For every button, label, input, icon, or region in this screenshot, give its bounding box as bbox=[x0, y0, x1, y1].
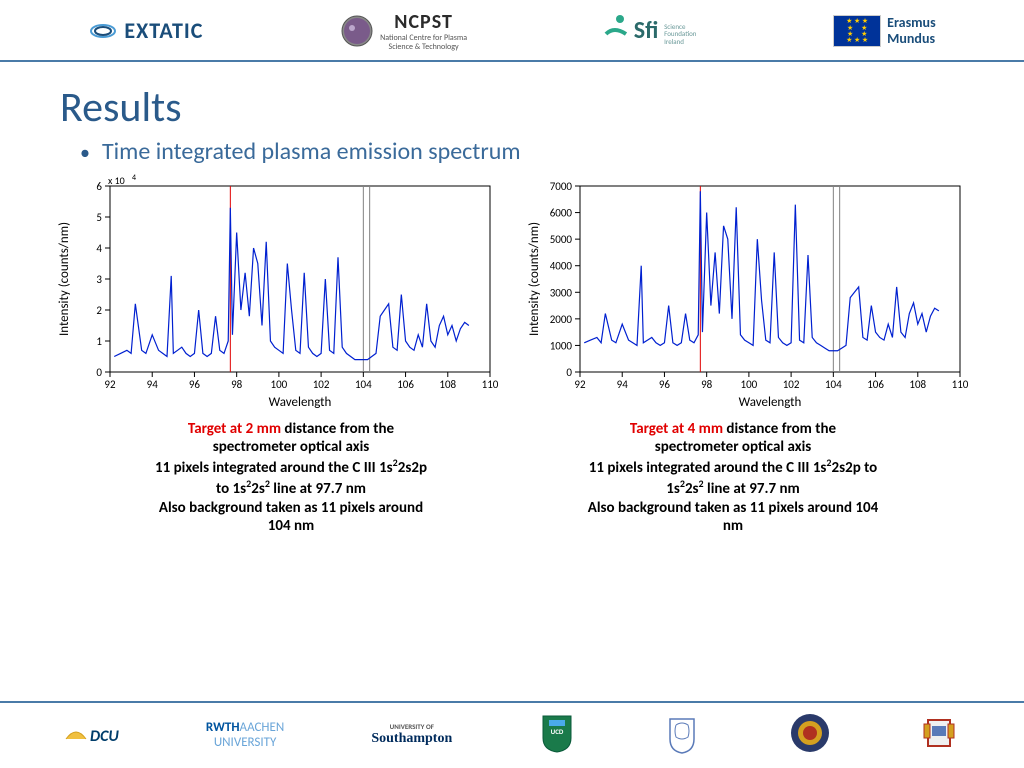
sfi-logo: Sfi Science Foundation Ireland bbox=[604, 14, 697, 48]
slide-subtitle: Time integrated plasma emission spectrum bbox=[102, 137, 521, 166]
svg-text:3: 3 bbox=[96, 273, 102, 286]
header-logo-bar: EXTATIC NCPST National Centre for Plasma… bbox=[0, 0, 1024, 62]
chart-right-svg: 92 94 96 98 100 102 104 106 108 110 0 1000 2000 3000 4… bbox=[522, 172, 972, 412]
ucd-logo: UCD bbox=[539, 712, 575, 757]
svg-text:6000: 6000 bbox=[550, 206, 573, 219]
svg-text:5: 5 bbox=[96, 211, 102, 224]
ncpst-sub2: Science & Technology bbox=[380, 43, 467, 52]
svg-text:94: 94 bbox=[617, 378, 629, 391]
crest-logo-3 bbox=[918, 712, 960, 757]
svg-text:Wavelength: Wavelength bbox=[269, 395, 332, 410]
svg-text:6: 6 bbox=[96, 180, 102, 193]
caption-left: Target at 2 mm distance from the spectro… bbox=[80, 420, 502, 537]
erasmus-text2: Mundus bbox=[887, 31, 935, 46]
svg-text:92: 92 bbox=[104, 378, 116, 391]
svg-text:2000: 2000 bbox=[550, 312, 573, 325]
footer-logo-bar: DCU RWTHAACHEN UNIVERSITY UNIVERSITY OF … bbox=[0, 701, 1024, 768]
dcu-icon bbox=[64, 723, 88, 741]
svg-text:94: 94 bbox=[147, 378, 159, 391]
rwth-logo: RWTHAACHEN UNIVERSITY bbox=[206, 720, 284, 750]
svg-text:104: 104 bbox=[825, 378, 842, 391]
svg-text:104: 104 bbox=[355, 378, 372, 391]
svg-text:108: 108 bbox=[909, 378, 926, 391]
svg-text:106: 106 bbox=[867, 378, 884, 391]
eu-flag-icon: ★ ★ ★★ ★★ ★★ ★ ★ bbox=[833, 15, 881, 47]
erasmus-text1: Erasmus bbox=[887, 15, 935, 30]
chart-left: 92 94 96 98 100 102 104 106 108 110 0 1 2 3 4 5 6 Wavelen… bbox=[52, 172, 502, 412]
captions-row: Target at 2 mm distance from the spectro… bbox=[60, 420, 964, 537]
slide-title: Results bbox=[60, 82, 964, 133]
svg-text:110: 110 bbox=[952, 378, 969, 391]
southampton-logo: UNIVERSITY OF Southampton bbox=[371, 722, 452, 747]
ncpst-logo: NCPST National Centre for Plasma Science… bbox=[340, 10, 467, 52]
extatic-text: EXTATIC bbox=[124, 17, 203, 44]
svg-text:100: 100 bbox=[271, 378, 288, 391]
svg-text:1000: 1000 bbox=[550, 339, 573, 352]
svg-text:2: 2 bbox=[96, 304, 102, 317]
extatic-icon bbox=[88, 17, 118, 45]
svg-text:4: 4 bbox=[96, 242, 102, 255]
crest-icon-3 bbox=[918, 712, 960, 754]
subtitle-row: • Time integrated plasma emission spectr… bbox=[80, 137, 964, 166]
svg-text:Intensity (counts/nm): Intensity (counts/nm) bbox=[527, 222, 542, 336]
svg-text:Wavelength: Wavelength bbox=[739, 395, 802, 410]
erasmus-logo: ★ ★ ★★ ★★ ★★ ★ ★ Erasmus Mundus bbox=[833, 15, 935, 47]
svg-text:x 10: x 10 bbox=[108, 174, 125, 187]
svg-text:100: 100 bbox=[741, 378, 758, 391]
svg-text:98: 98 bbox=[701, 378, 713, 391]
bullet-icon: • bbox=[80, 141, 90, 165]
chart-right: 92 94 96 98 100 102 104 106 108 110 0 1000 2000 3000 4… bbox=[522, 172, 972, 412]
svg-text:0: 0 bbox=[566, 366, 572, 379]
sfi-sub3: Ireland bbox=[664, 38, 696, 46]
svg-text:102: 102 bbox=[313, 378, 330, 391]
svg-text:96: 96 bbox=[189, 378, 201, 391]
crest-logo-1 bbox=[662, 711, 702, 758]
svg-text:96: 96 bbox=[659, 378, 671, 391]
svg-text:1: 1 bbox=[96, 335, 102, 348]
svg-text:5000: 5000 bbox=[550, 233, 573, 246]
ucd-crest-icon: UCD bbox=[539, 712, 575, 754]
ncpst-text: NCPST bbox=[380, 10, 467, 34]
svg-text:UCD: UCD bbox=[551, 727, 564, 736]
svg-text:7000: 7000 bbox=[550, 180, 573, 193]
svg-text:110: 110 bbox=[482, 378, 499, 391]
crest-logo-2 bbox=[789, 712, 831, 757]
svg-text:0: 0 bbox=[96, 366, 102, 379]
svg-text:Intensity (counts/nm): Intensity (counts/nm) bbox=[57, 222, 72, 336]
svg-text:4000: 4000 bbox=[550, 259, 573, 272]
caption-right: Target at 4 mm distance from the spectro… bbox=[522, 420, 944, 537]
svg-text:3000: 3000 bbox=[550, 286, 573, 299]
ncpst-icon bbox=[340, 14, 374, 48]
chart-left-svg: 92 94 96 98 100 102 104 106 108 110 0 1 2 3 4 5 6 Wavelen… bbox=[52, 172, 502, 412]
extatic-logo: EXTATIC bbox=[88, 17, 203, 45]
sfi-text: Sfi bbox=[634, 16, 659, 45]
svg-text:92: 92 bbox=[574, 378, 586, 391]
charts-row: 92 94 96 98 100 102 104 106 108 110 0 1 2 3 4 5 6 Wavelen… bbox=[60, 172, 964, 412]
caption-left-target: Target at 2 mm bbox=[188, 420, 285, 438]
svg-text:106: 106 bbox=[397, 378, 414, 391]
svg-text:102: 102 bbox=[783, 378, 800, 391]
sfi-icon bbox=[604, 14, 628, 48]
svg-text:108: 108 bbox=[439, 378, 456, 391]
crest-icon-2 bbox=[789, 712, 831, 754]
caption-right-target: Target at 4 mm bbox=[630, 420, 727, 438]
dcu-logo: DCU bbox=[64, 723, 119, 746]
crest-icon-1 bbox=[662, 711, 702, 755]
svg-text:4: 4 bbox=[132, 173, 136, 183]
svg-text:98: 98 bbox=[231, 378, 243, 391]
slide-content: Results • Time integrated plasma emissio… bbox=[0, 62, 1024, 537]
